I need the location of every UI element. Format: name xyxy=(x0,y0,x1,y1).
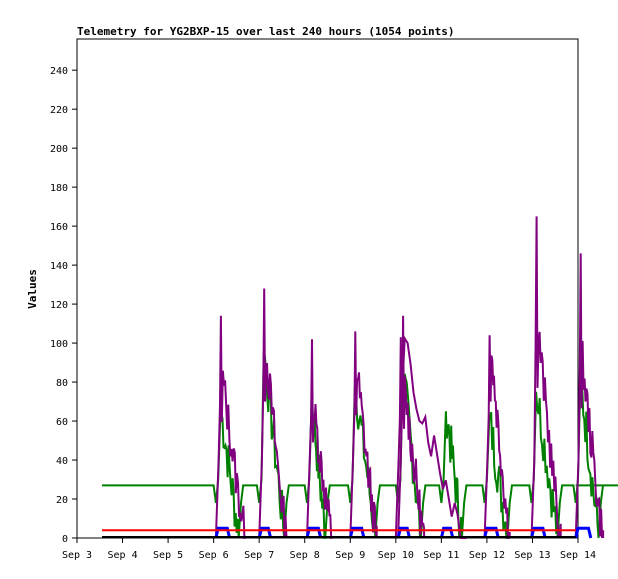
y-tick-label: 120 xyxy=(50,300,68,311)
series-purple-peak xyxy=(214,315,246,539)
y-tick-label: 160 xyxy=(50,222,68,233)
y-tick-label: 220 xyxy=(50,105,68,116)
x-tick-label: Sep 5 xyxy=(153,550,183,561)
y-tick-label: 20 xyxy=(56,495,68,506)
series-blue-block xyxy=(348,526,366,539)
series-blue-block xyxy=(257,526,273,539)
y-tick-label: 60 xyxy=(56,417,68,428)
chart-title: Telemetry for YG2BXP-15 over last 240 ho… xyxy=(77,25,455,38)
y-tick-label: 80 xyxy=(56,378,68,389)
series-blue-block xyxy=(214,526,232,539)
series-blue-block xyxy=(305,526,323,539)
x-tick-label: Sep 14 xyxy=(560,550,596,561)
y-tick-label: 0 xyxy=(62,534,68,545)
series-purple-peak xyxy=(397,315,426,539)
x-tick-label: Sep 13 xyxy=(514,550,550,561)
y-tick-label: 40 xyxy=(56,456,68,467)
series-blue-block xyxy=(530,526,547,539)
series-layer xyxy=(102,216,618,539)
x-tick-label: Sep 8 xyxy=(290,550,320,561)
plot-frame xyxy=(76,38,579,539)
x-tick-label: Sep 10 xyxy=(378,550,414,561)
y-tick-label: 200 xyxy=(50,144,68,155)
series-purple-peak xyxy=(349,331,378,539)
x-tick-label: Sep 6 xyxy=(199,550,229,561)
y-tick-label: 240 xyxy=(50,66,68,77)
x-tick-label: Sep 9 xyxy=(335,550,365,561)
x-tick-label: Sep 4 xyxy=(107,550,137,561)
series-blue-block xyxy=(483,526,500,539)
x-tick-label: Sep 11 xyxy=(423,550,459,561)
y-tick-label: 100 xyxy=(50,339,68,350)
series-purple-peak xyxy=(574,253,605,539)
series-purple-peak xyxy=(258,288,288,539)
series-blue-block xyxy=(439,526,455,539)
y-tick-label: 180 xyxy=(50,183,68,194)
x-axis: Sep 3 Sep 4 Sep 5 Sep 6 Sep 7 Sep 8 Sep 9 Sep 1… xyxy=(62,538,596,561)
series-blue-block xyxy=(574,526,593,539)
y-axis: 0 20 40 60 80 100 120 140 160 180 200 220 240 xyxy=(50,66,77,545)
y-tick-label: 140 xyxy=(50,261,68,272)
x-tick-label: Sep 3 xyxy=(62,550,92,561)
series-purple-peak xyxy=(530,216,562,539)
series-purple-peak xyxy=(483,335,511,539)
y-axis-label: Values xyxy=(26,269,39,309)
x-tick-label: Sep 7 xyxy=(244,550,274,561)
series-purple-peak xyxy=(306,339,333,539)
series-blue-block xyxy=(396,526,411,539)
series-purple-peak xyxy=(394,335,467,539)
x-tick-label: Sep 12 xyxy=(469,550,505,561)
